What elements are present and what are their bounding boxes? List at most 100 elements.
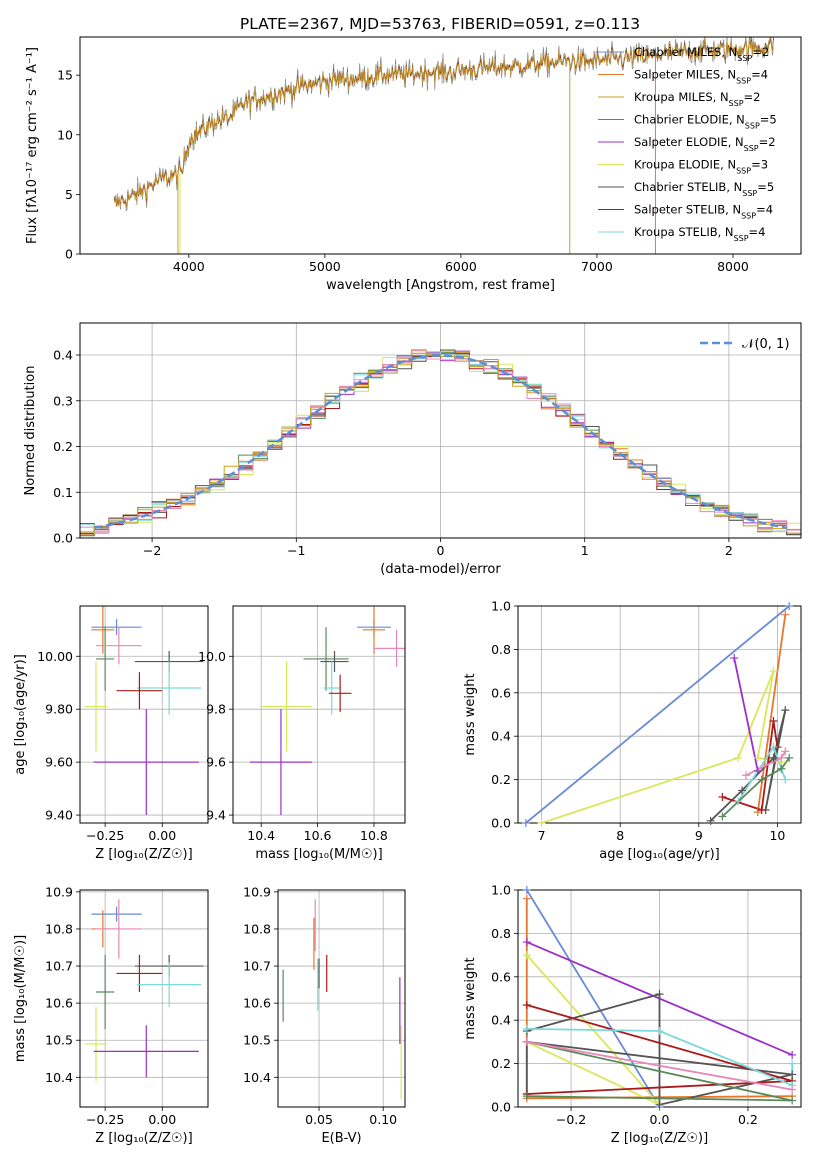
- y-axis-label: Flux [fλ10⁻¹⁷ erg cm⁻² s⁻¹ A⁻¹]: [25, 47, 40, 244]
- legend-entry: Kroupa ELODIE, NSSP=3: [634, 158, 768, 176]
- y-tick-label: 0.2: [491, 1056, 511, 1071]
- mass-weight-line: [737, 744, 787, 802]
- x-tick-label: −2: [143, 543, 161, 558]
- legend-entry: Kroupa STELIB, NSSP=4: [634, 225, 765, 243]
- x-tick-label: 0.00: [148, 1112, 176, 1127]
- y-tick-label: 10.9: [243, 884, 271, 899]
- y-tick-label: 9.60: [45, 755, 73, 770]
- y-axis-label: age [log₁₀(age/yr)]: [13, 654, 28, 775]
- mass-weight-marker: [734, 753, 743, 762]
- axes-frame: [79, 322, 802, 539]
- mass-weight-marker: [777, 764, 786, 773]
- plot-area-z-massweight: [518, 890, 801, 1107]
- mass-weight-marker: [781, 610, 790, 619]
- x-tick-label: 7000: [581, 259, 613, 274]
- mass-weight-marker: [781, 775, 790, 784]
- y-axis-label: mass weight: [463, 957, 478, 1039]
- mass-weight-marker: [522, 1092, 531, 1101]
- mass-weight-marker: [785, 602, 794, 610]
- y-tick-label: 0.0: [491, 1100, 511, 1115]
- y-tick-label: 10.6: [45, 996, 73, 1011]
- spectrum-model-line: [113, 37, 774, 207]
- y-tick-label: 0.4: [491, 1013, 511, 1028]
- y-tick-label: 9.4: [206, 808, 226, 823]
- x-tick-label: 0.00: [148, 828, 176, 843]
- y-tick-label: 0.8: [491, 642, 511, 657]
- mass-weight-marker: [777, 753, 786, 762]
- mass-weight-marker: [718, 812, 727, 821]
- y-tick-label: 0: [65, 247, 73, 262]
- figure-title: PLATE=2367, MJD=53763, FIBERID=0591, z=0…: [240, 15, 640, 33]
- axes-frame: [517, 605, 802, 824]
- x-tick-label: 1: [581, 543, 589, 558]
- legend-entry: Salpeter ELODIE, NSSP=2: [634, 135, 776, 153]
- y-tick-label: 10: [57, 127, 73, 142]
- x-tick-label: 4000: [173, 259, 205, 274]
- plot-age-massweight: 7 8 9 10 0.0 0.2 0.4 0.6 0.8 1.0 age [log₁₀(age/yr…: [463, 599, 802, 862]
- y-tick-label: 0.1: [53, 485, 73, 500]
- mass-weight-marker: [769, 743, 778, 752]
- mass-weight-marker: [781, 706, 790, 715]
- plot-area-z-age: [80, 606, 208, 823]
- mass-weight-marker: [521, 819, 530, 827]
- x-tick-label: 7: [538, 828, 546, 843]
- x-tick-label: 10.8: [360, 828, 388, 843]
- legend-entry: Chabrier MILES, NSSP=2: [634, 45, 769, 63]
- mass-weight-marker: [757, 775, 766, 784]
- legend-entry: Kroupa MILES, NSSP=2: [634, 90, 760, 108]
- plot-residuals: −2 −1 0 1 2 0.0 0.1 0.2 0.3 0.4 (data-model)/error…: [23, 322, 802, 577]
- y-tick-label: 10.00: [37, 649, 73, 664]
- mass-weight-line: [733, 657, 759, 772]
- x-tick-label: −0.25: [86, 1112, 124, 1127]
- y-tick-label: 10.9: [45, 884, 73, 899]
- x-tick-label: 5000: [309, 259, 341, 274]
- x-tick-label: 8000: [717, 259, 749, 274]
- mass-weight-marker: [769, 753, 778, 762]
- mass-weight-marker: [753, 753, 762, 762]
- legend-entry: Chabrier STELIB, NSSP=5: [634, 180, 774, 198]
- y-tick-label: 0.4: [491, 729, 511, 744]
- x-axis-label: Z [log₁₀(Z/Z☉)]: [95, 1131, 192, 1146]
- y-tick-label: 10.4: [243, 1070, 271, 1085]
- mass-weight-marker: [788, 1059, 797, 1068]
- y-tick-label: 0.6: [491, 685, 511, 700]
- mass-weight-line: [526, 1041, 793, 1091]
- axes-frame: [232, 605, 406, 824]
- mass-weight-line: [525, 993, 793, 1106]
- y-tick-label: 10.5: [45, 1033, 73, 1048]
- legend-entry: Salpeter STELIB, NSSP=4: [634, 203, 773, 221]
- y-tick-label: 0.8: [491, 926, 511, 941]
- mass-weight-line: [526, 890, 661, 1107]
- y-tick-label: 15: [57, 68, 73, 83]
- y-tick-label: 9.8: [206, 702, 226, 717]
- legend-entry: Salpeter MILES, NSSP=4: [634, 68, 768, 86]
- y-tick-label: 0.6: [491, 969, 511, 984]
- mass-weight-marker: [788, 1096, 797, 1105]
- y-tick-label: 10.6: [243, 996, 271, 1011]
- x-tick-label: 10.6: [304, 828, 332, 843]
- y-tick-label: 1.0: [491, 883, 511, 898]
- mass-weight-marker: [788, 1050, 797, 1059]
- plot-z-mass: −0.25 0.00 10.4 10.5 10.6 10.7 10.8 10.9 Z [log₁…: [13, 884, 209, 1146]
- legend-entry: Chabrier ELODIE, NSSP=5: [634, 113, 777, 131]
- x-axis-label: E(B-V): [321, 1131, 361, 1146]
- mass-weight-marker: [718, 792, 727, 801]
- mass-weight-marker: [734, 797, 743, 806]
- y-tick-label: 9.6: [206, 755, 226, 770]
- legend-entry: 𝒩(0, 1): [742, 337, 789, 352]
- x-axis-label: age [log₁₀(age/yr)]: [599, 847, 720, 862]
- plot-area-mass-age: [233, 606, 405, 823]
- y-tick-label: 9.40: [45, 808, 73, 823]
- x-axis-label: mass [log₁₀(M/M☉)]: [255, 847, 382, 862]
- plot-area-ebv-mass: [278, 890, 405, 1107]
- y-tick-label: 0.4: [53, 348, 73, 363]
- y-tick-label: 0.2: [53, 439, 73, 454]
- x-tick-label: −0.25: [86, 828, 124, 843]
- normal-curve-line: [94, 354, 787, 530]
- mass-weight-marker: [537, 819, 546, 827]
- mass-weight-marker: [655, 1100, 664, 1109]
- y-tick-label: 10.8: [243, 921, 271, 936]
- x-tick-label: 6000: [445, 259, 477, 274]
- mass-weight-marker: [753, 766, 762, 775]
- y-axis-label: mass weight: [463, 673, 478, 755]
